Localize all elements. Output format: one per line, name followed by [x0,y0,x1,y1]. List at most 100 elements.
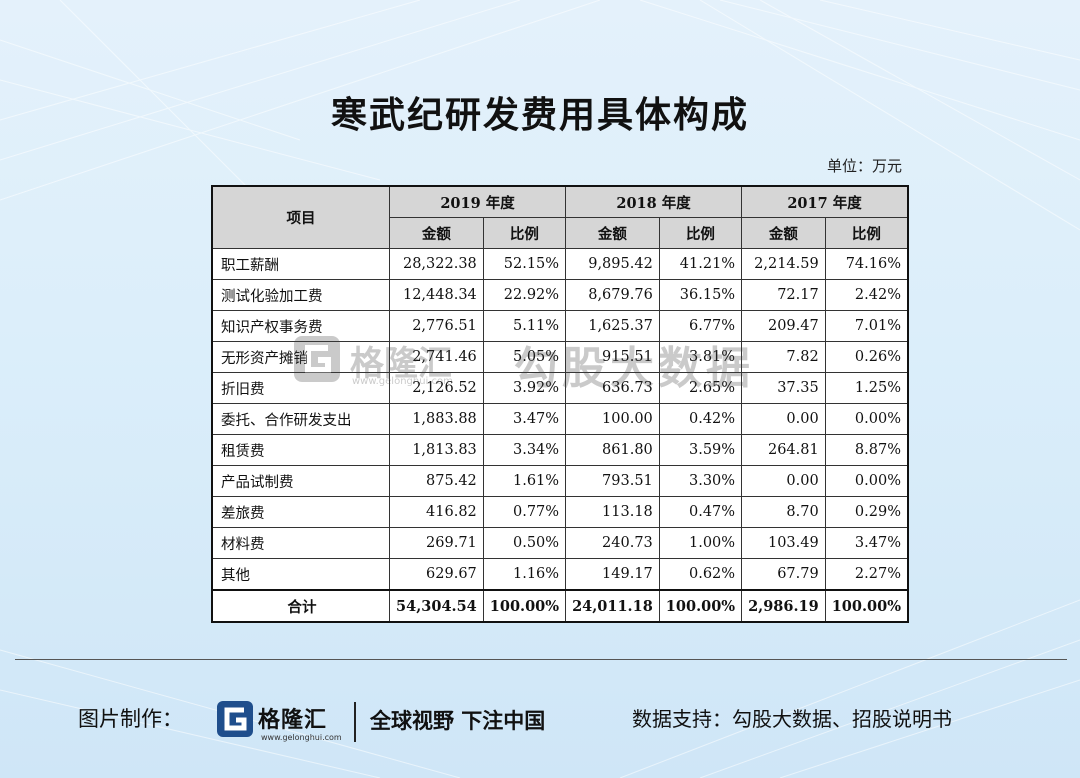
amount-cell: 28,322.38 [389,248,484,280]
unit-label: 单位：万元 [826,157,902,175]
row-item-name: 无形资产摊销 [211,341,391,373]
footer-slogan: 全球视野 下注中国 [370,709,546,733]
amount-cell: 1,625.37 [565,310,660,342]
ratio-cell: 22.92% [482,279,567,311]
item-header: 项目 [211,185,391,249]
ratio-cell: 1.16% [482,558,567,591]
footer-data-source: 数据支持：勾股大数据、招股说明书 [632,707,952,731]
ratio-cell: 0.29% [824,496,909,528]
gelonghui-logo-icon [217,701,253,737]
ratio-cell: 3.92% [482,372,567,404]
footer-divider [15,659,1067,660]
ratio-cell: 1.25% [824,372,909,404]
row-item-name: 材料费 [211,527,391,559]
rd-expense-table: 项目 2019 年度 2018 年度 2017 年度 金额 比例 金额 比例 金… [211,185,909,623]
ratio-cell: 3.47% [482,403,567,435]
amount-cell: 9,895.42 [565,248,660,280]
table-row: 差旅费 416.82 0.77% 113.18 0.47% 8.70 0.29% [211,496,909,528]
amount-cell: 0.00 [741,465,826,497]
table-row: 其他 629.67 1.16% 149.17 0.62% 67.79 2.27% [211,558,909,591]
year-header-2018: 2018 年度 [565,185,743,218]
total-row: 合计 54,304.54 100.00% 24,011.18 100.00% 2,986.… [211,589,909,623]
footer-credit-label: 图片制作： [78,707,183,731]
ratio-cell: 74.16% [824,248,909,280]
ratio-cell: 100.00% [824,589,909,623]
row-item-name: 测试化验加工费 [211,279,391,311]
ratio-cell: 2.42% [824,279,909,311]
amount-cell: 269.71 [389,527,484,559]
ratio-header: 比例 [482,217,567,249]
table-row: 测试化验加工费 12,448.34 22.92% 8,679.76 36.15% 72.1… [211,279,909,311]
row-item-name: 其他 [211,558,391,591]
amount-cell: 416.82 [389,496,484,528]
amount-cell: 7.82 [741,341,826,373]
amount-header: 金额 [389,217,484,249]
footer-brand-name: 格隆汇 [258,708,328,733]
ratio-cell: 6.77% [658,310,743,342]
footer-brand-url: www.gelonghui.com [261,733,342,742]
ratio-cell: 100.00% [482,589,567,623]
footer-separator [354,702,356,742]
table-row: 产品试制费 875.42 1.61% 793.51 3.30% 0.00 0.00% [211,465,909,497]
year-header-2017: 2017 年度 [741,185,909,218]
table-row: 职工薪酬 28,322.38 52.15% 9,895.42 41.21% 2,214.5… [211,248,909,280]
ratio-cell: 36.15% [658,279,743,311]
row-item-name: 委托、合作研发支出 [211,403,391,435]
table-row: 委托、合作研发支出 1,883.88 3.47% 100.00 0.42% 0.00 0.0… [211,403,909,435]
ratio-cell: 5.05% [482,341,567,373]
amount-cell: 1,883.88 [389,403,484,435]
amount-cell: 2,776.51 [389,310,484,342]
row-item-name: 折旧费 [211,372,391,404]
ratio-cell: 1.00% [658,527,743,559]
ratio-cell: 7.01% [824,310,909,342]
amount-cell: 636.73 [565,372,660,404]
amount-cell: 113.18 [565,496,660,528]
ratio-cell: 0.77% [482,496,567,528]
ratio-cell: 0.42% [658,403,743,435]
ratio-cell: 3.34% [482,434,567,466]
ratio-cell: 3.30% [658,465,743,497]
amount-cell: 8,679.76 [565,279,660,311]
row-item-name: 职工薪酬 [211,248,391,280]
page-title: 寒武纪研发费用具体构成 [330,95,749,136]
amount-cell: 24,011.18 [565,589,660,623]
year-header-2019: 2019 年度 [389,185,567,218]
ratio-cell: 100.00% [658,589,743,623]
ratio-header: 比例 [824,217,909,249]
ratio-cell: 0.47% [658,496,743,528]
amount-cell: 793.51 [565,465,660,497]
amount-cell: 2,214.59 [741,248,826,280]
ratio-cell: 0.50% [482,527,567,559]
row-item-name: 租赁费 [211,434,391,466]
amount-cell: 12,448.34 [389,279,484,311]
total-label: 合计 [211,589,391,623]
ratio-cell: 3.59% [658,434,743,466]
ratio-cell: 52.15% [482,248,567,280]
amount-cell: 875.42 [389,465,484,497]
ratio-cell: 3.81% [658,341,743,373]
amount-cell: 67.79 [741,558,826,591]
amount-cell: 2,126.52 [389,372,484,404]
amount-header: 金额 [741,217,826,249]
amount-cell: 103.49 [741,527,826,559]
amount-cell: 2,741.46 [389,341,484,373]
table-body: 职工薪酬 28,322.38 52.15% 9,895.42 41.21% 2,214.5… [211,248,909,623]
amount-cell: 2,986.19 [741,589,826,623]
amount-cell: 915.51 [565,341,660,373]
ratio-cell: 0.62% [658,558,743,591]
amount-cell: 149.17 [565,558,660,591]
amount-cell: 209.47 [741,310,826,342]
amount-cell: 100.00 [565,403,660,435]
table-row: 折旧费 2,126.52 3.92% 636.73 2.65% 37.35 1.25% [211,372,909,404]
amount-cell: 8.70 [741,496,826,528]
amount-cell: 264.81 [741,434,826,466]
ratio-cell: 5.11% [482,310,567,342]
amount-cell: 1,813.83 [389,434,484,466]
amount-cell: 861.80 [565,434,660,466]
ratio-cell: 8.87% [824,434,909,466]
ratio-cell: 41.21% [658,248,743,280]
table-row: 材料费 269.71 0.50% 240.73 1.00% 103.49 3.47% [211,527,909,559]
amount-cell: 72.17 [741,279,826,311]
table-row: 知识产权事务费 2,776.51 5.11% 1,625.37 6.77% 209.47 7… [211,310,909,342]
ratio-cell: 1.61% [482,465,567,497]
